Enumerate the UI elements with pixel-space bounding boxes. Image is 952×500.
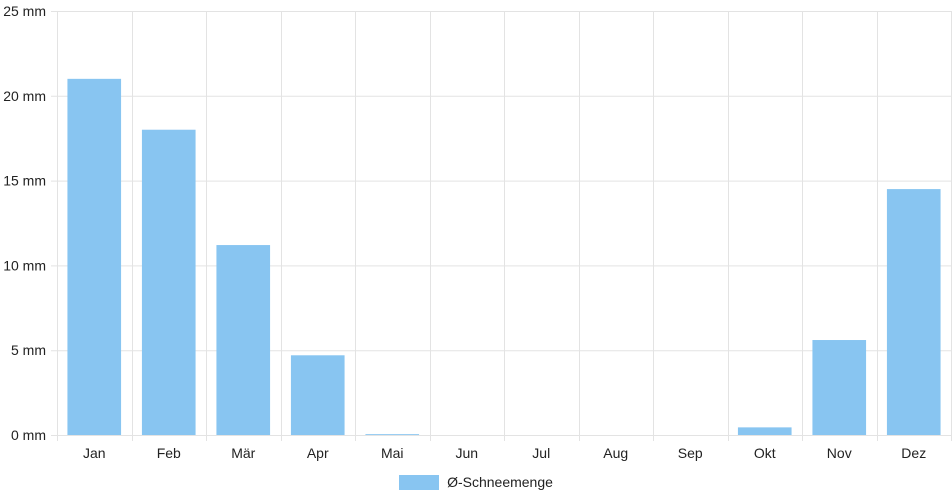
x-tick-label: Apr <box>307 445 329 461</box>
y-tick-label: 5 mm <box>11 342 46 358</box>
x-tick-label: Mär <box>231 445 255 461</box>
bar-okt[interactable] <box>737 427 792 435</box>
y-tick-label: 20 mm <box>3 88 46 104</box>
bar-feb[interactable] <box>141 129 196 435</box>
bar-dez[interactable] <box>886 189 941 435</box>
bar-nov[interactable] <box>812 340 867 435</box>
chart-grid <box>51 11 952 441</box>
chart-bars <box>67 78 941 435</box>
y-tick-label: 10 mm <box>3 257 46 273</box>
legend-swatch <box>399 474 440 490</box>
x-tick-label: Dez <box>901 445 926 461</box>
legend-label: Ø-Schneemenge <box>447 474 553 490</box>
x-tick-label: Jul <box>532 445 550 461</box>
x-tick-label: Nov <box>827 445 852 461</box>
y-tick-label: 0 mm <box>11 427 46 443</box>
x-tick-label: Feb <box>157 445 181 461</box>
bar-mär[interactable] <box>216 245 271 435</box>
y-axis-labels: 0 mm 5 mm 10 mm 15 mm 20 mm 25 mm <box>3 3 46 443</box>
x-tick-label: Mai <box>381 445 404 461</box>
snow-bar-chart: 0 mm 5 mm 10 mm 15 mm 20 mm 25 mm Jan Feb Mär Ap… <box>3 3 952 461</box>
x-tick-label: Sep <box>678 445 703 461</box>
y-tick-label: 25 mm <box>3 3 46 19</box>
x-tick-label: Jun <box>455 445 478 461</box>
bar-jan[interactable] <box>67 78 122 435</box>
y-tick-label: 15 mm <box>3 173 46 189</box>
bar-mai[interactable] <box>365 434 420 435</box>
x-tick-label: Aug <box>603 445 628 461</box>
x-tick-label: Okt <box>754 445 776 461</box>
bar-apr[interactable] <box>290 355 345 435</box>
x-axis-labels: Jan Feb Mär Apr Mai Jun Jul Aug Sep Okt Nov Dez <box>83 445 926 461</box>
x-tick-label: Jan <box>83 445 106 461</box>
chart-legend[interactable]: Ø-Schneemenge <box>0 472 952 492</box>
